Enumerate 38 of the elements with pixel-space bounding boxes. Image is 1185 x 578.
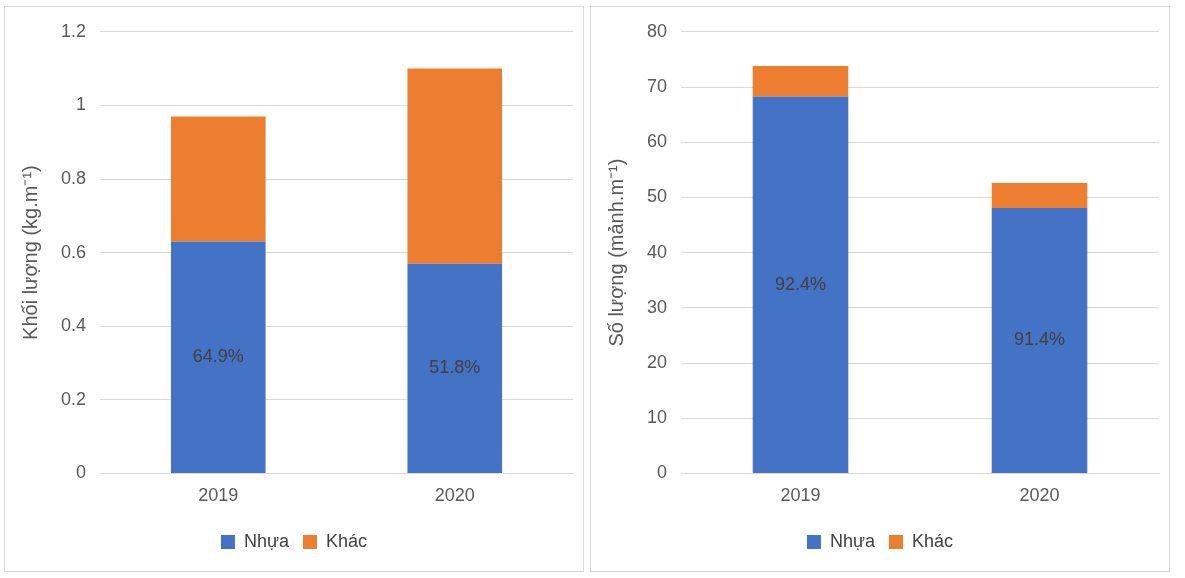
y-tick-label: 10 xyxy=(646,407,668,428)
legend-label: Nhựa xyxy=(829,530,877,551)
y-tick-label: 0.8 xyxy=(60,167,87,188)
bar xyxy=(170,241,266,473)
bar xyxy=(407,68,503,264)
y-tick-label: 1 xyxy=(76,94,87,115)
annotation: 51.8% xyxy=(429,357,481,378)
bar xyxy=(170,116,266,242)
y-tick-label: 60 xyxy=(646,131,668,152)
y-axis-title: Số lượng (mảnh.m⁻¹) xyxy=(604,158,627,347)
x-tick-label: 2019 xyxy=(780,485,821,506)
bar xyxy=(752,66,849,97)
y-tick-label: 0.2 xyxy=(60,388,87,409)
bar xyxy=(752,96,849,473)
annotation: 91.4% xyxy=(1013,329,1066,350)
bar xyxy=(991,207,1088,473)
y-tick-label: 1.2 xyxy=(60,20,87,41)
y-tick-label: 0 xyxy=(657,462,668,483)
y-tick-label: 30 xyxy=(646,296,668,317)
legend-label: Khác xyxy=(326,530,368,551)
y-tick-label: 70 xyxy=(646,75,668,96)
y-tick-label: 0 xyxy=(76,462,87,483)
annotation: 92.4% xyxy=(774,273,827,294)
annotation: 64.9% xyxy=(192,346,244,367)
y-tick-label: 50 xyxy=(646,186,668,207)
x-tick-label: 2020 xyxy=(434,485,475,506)
y-tick-label: 0.4 xyxy=(60,315,87,336)
y-axis-title: Khối lượng (kg.m⁻¹) xyxy=(18,165,41,340)
y-tick-label: 20 xyxy=(646,351,668,372)
legend-label: Nhựa xyxy=(243,530,291,551)
bar xyxy=(991,183,1088,208)
x-tick-label: 2019 xyxy=(198,485,239,506)
legend-label: Khác xyxy=(912,530,954,551)
y-tick-label: 80 xyxy=(646,20,668,41)
x-tick-label: 2020 xyxy=(1019,485,1060,506)
y-tick-label: 40 xyxy=(646,241,668,262)
bar xyxy=(407,263,503,473)
y-tick-label: 0.6 xyxy=(60,241,87,262)
